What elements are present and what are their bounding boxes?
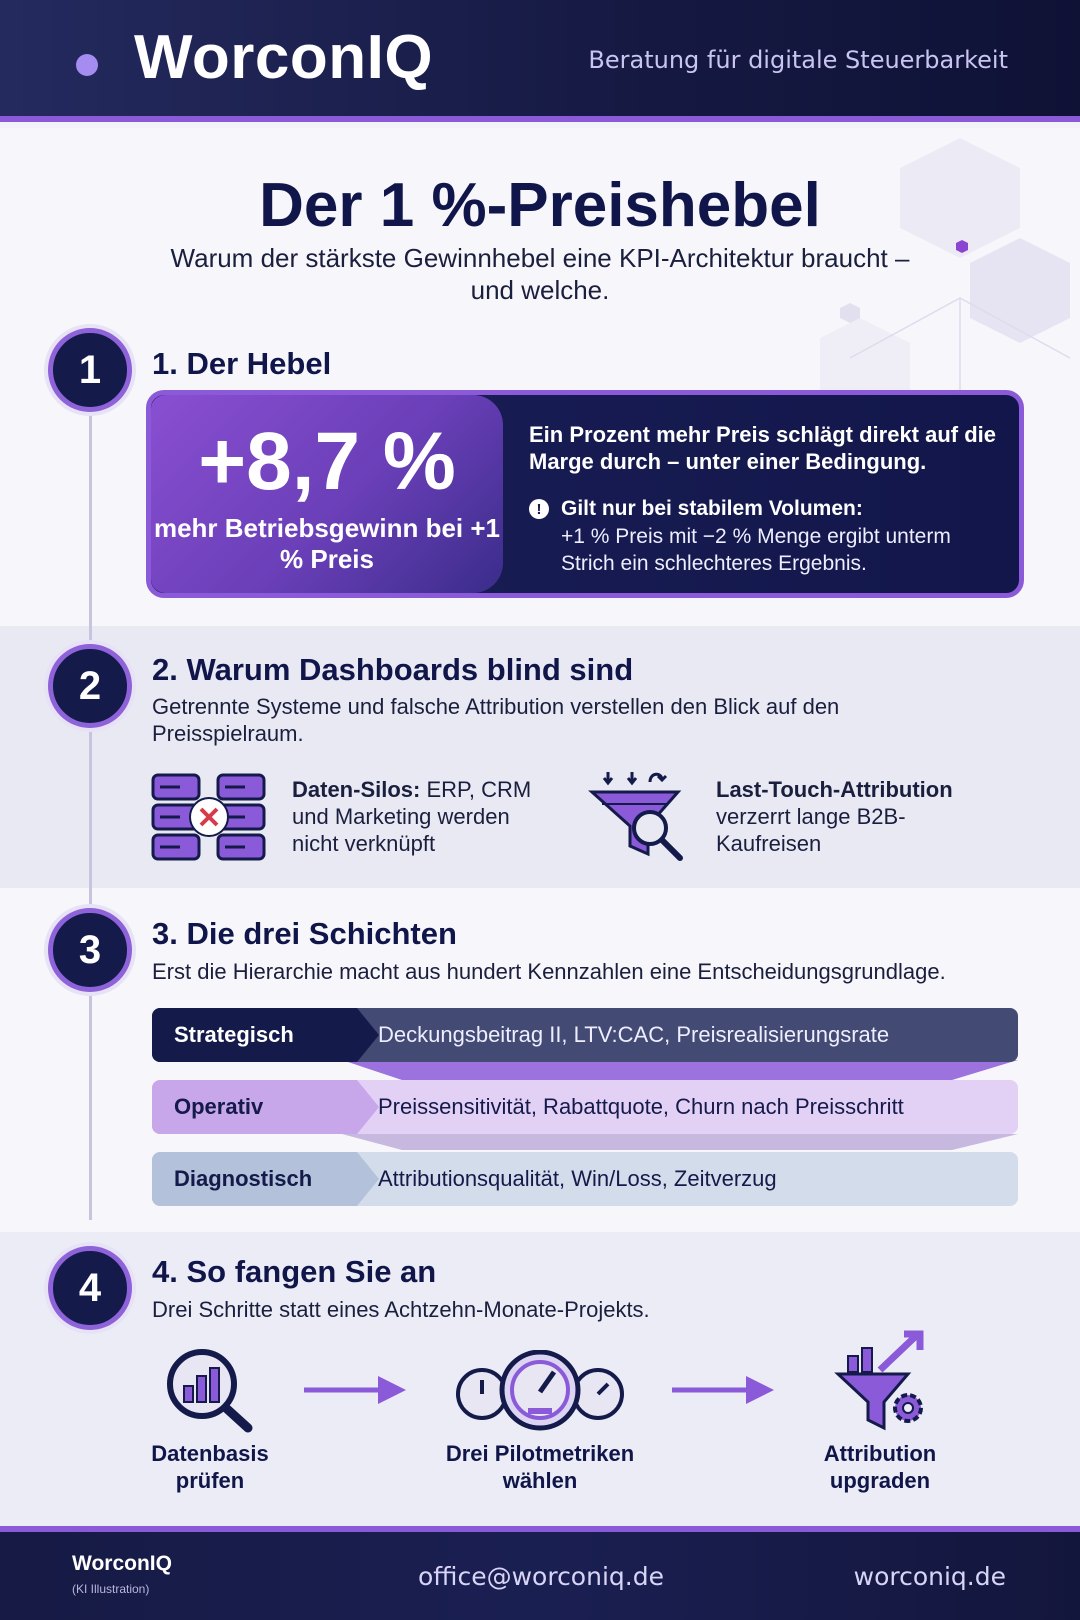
footer-note: (KI Illustration) — [72, 1582, 150, 1596]
footer-brand: WorconIQ — [72, 1552, 172, 1575]
layer-arrow-icon — [357, 1152, 379, 1206]
layer-name: Diagnostisch — [152, 1152, 357, 1206]
layer-diagnostic: Diagnostisch Attributionsqualität, Win/L… — [152, 1152, 1018, 1206]
footer: WorconIQ (KI Illustration) office@worcon… — [0, 1526, 1080, 1620]
gauges-icon — [456, 1350, 624, 1431]
lever-card: +8,7 % mehr Betriebsgewinn bei +1 % Prei… — [146, 390, 1024, 598]
brand-logo: WorconIQ — [134, 23, 434, 92]
brand-dot-icon — [76, 54, 98, 76]
big-value-caption: mehr Betriebsgewinn bei +1 % Preis — [153, 513, 501, 574]
section-subtitle: Erst die Hierarchie macht aus hundert Ke… — [152, 959, 946, 984]
layer-strategic: Strategisch Deckungsbeitrag II, LTV:CAC,… — [152, 1008, 1018, 1062]
section-title: 4. So fangen Sie an — [152, 1254, 437, 1289]
timeline-line — [89, 400, 92, 1220]
warning-title: Gilt nur bei stabilem Volumen: — [561, 497, 863, 520]
layer-connector-icon — [342, 1060, 1018, 1150]
lever-headline: Ein Prozent mehr Preis schlägt direkt au… — [529, 422, 997, 474]
step-label: Attribution upgraden — [823, 1441, 937, 1493]
section-subtitle: Getrennte Systeme und falsche Attributio… — [152, 694, 840, 746]
arrow-right-icon — [672, 1376, 774, 1404]
layer-value: Attributionsqualität, Win/Loss, Zeitverz… — [378, 1166, 777, 1191]
page-subtitle: Warum der stärkste Gewinnhebel eine KPI-… — [170, 243, 910, 305]
layer-operative: Operativ Preissensitivität, Rabattquote,… — [152, 1080, 1018, 1134]
attribution-label: Last-Touch-Attribution — [716, 777, 953, 802]
section-number-badge: 3 — [48, 908, 132, 992]
attribution-text: Last-Touch-Attribution verzerrt lange B2… — [716, 776, 986, 857]
silos-description: ERP, CRM und Marketing werden nicht verk… — [292, 777, 532, 856]
big-value: +8,7 % — [198, 416, 456, 507]
section-title: 3. Die drei Schichten — [152, 916, 457, 951]
lever-highlight: +8,7 % mehr Betriebsgewinn bei +1 % Prei… — [151, 395, 503, 593]
footer-email-link[interactable]: office@worconiq.de — [418, 1562, 664, 1591]
layer-value: Deckungsbeitrag II, LTV:CAC, Preisrealis… — [378, 1022, 890, 1047]
header: WorconIQ Beratung für digitale Steuerbar… — [0, 0, 1080, 122]
section-title: 1. Der Hebel — [152, 346, 332, 381]
silos-text: Daten-Silos: ERP, CRM und Marketing werd… — [292, 776, 552, 857]
step-label: Drei Pilotmetriken wählen — [445, 1441, 635, 1493]
funnel-gear-icon — [834, 1330, 924, 1431]
section-number-badge: 4 — [48, 1246, 132, 1330]
funnel-magnifier-icon — [588, 772, 683, 861]
tagline: Beratung für digitale Steuerbarkeit — [588, 46, 1008, 74]
layer-arrow-icon — [357, 1080, 379, 1134]
page-title: Der 1 %-Preishebel — [259, 171, 821, 240]
warning-text: +1 % Preis mit −2 % Menge ergibt unterm … — [561, 525, 951, 575]
attribution-description: verzerrt lange B2B-Kaufreisen — [716, 804, 906, 856]
layer-name: Operativ — [152, 1080, 357, 1134]
section-title: 2. Warum Dashboards blind sind — [152, 652, 634, 687]
section-number-badge: 1 — [48, 328, 132, 412]
footer-website-link[interactable]: worconiq.de — [853, 1562, 1006, 1591]
warning-icon: ! — [529, 499, 549, 519]
section-number-badge: 2 — [48, 644, 132, 728]
step-label: Datenbasis prüfen — [151, 1441, 269, 1493]
silos-label: Daten-Silos: — [292, 777, 421, 802]
layer-name: Strategisch — [152, 1008, 357, 1062]
layer-value: Preissensitivität, Rabattquote, Churn na… — [378, 1094, 904, 1119]
chart-magnifier-icon — [167, 1349, 253, 1433]
section-subtitle: Drei Schritte statt eines Achtzehn-Monat… — [152, 1297, 650, 1322]
database-silos-icon — [151, 773, 266, 861]
arrow-right-icon — [304, 1376, 406, 1404]
layer-arrow-icon — [357, 1008, 379, 1062]
